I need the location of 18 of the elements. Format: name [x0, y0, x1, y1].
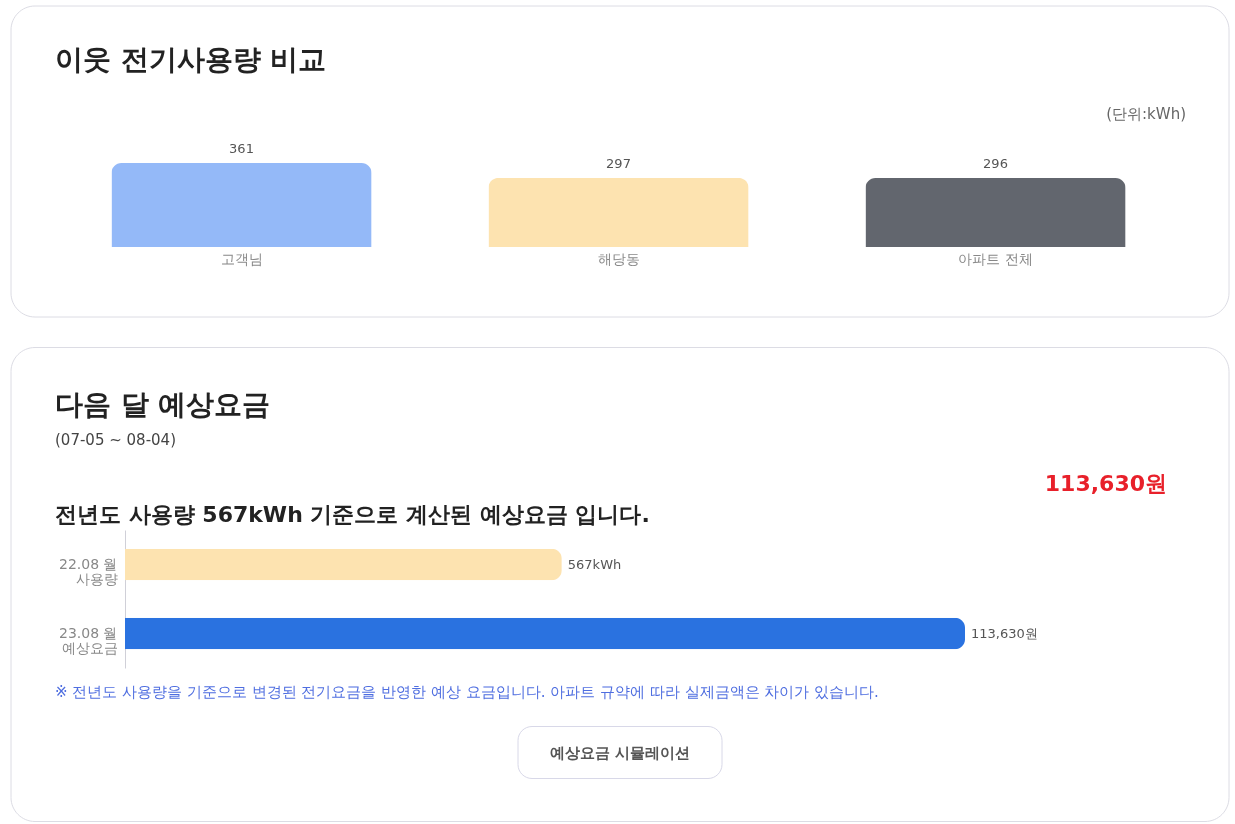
annotation: 113,630원	[971, 625, 1038, 641]
data-label: 361	[229, 141, 254, 156]
annotation: 567kWh	[567, 556, 622, 572]
text: 113,630원	[1044, 470, 1167, 496]
text: 전년도 사용량 567kWh 기준으로 계산된 예상요금 입니다.	[55, 501, 650, 527]
x-tick-label: 아파트 전체	[958, 250, 1033, 267]
text: ※ 전년도 사용량을 기준으로 변경된 전기요금을 반영한 예상 요금입니다. 아파트 규약에 따라 실제금액은 차이가 있습니다.	[55, 682, 879, 701]
x-tick-label: 고객님	[220, 250, 263, 267]
y-tick-label: 22.08 월 사용량	[58, 555, 118, 587]
chart-subtitle: (07-05 ~ 08-04)	[55, 430, 176, 449]
text: (단위:kWh)	[1106, 105, 1186, 123]
text: 예상요금 시뮬레이션	[549, 743, 691, 762]
data-label: 296	[983, 156, 1008, 172]
data-label: 297	[606, 155, 631, 171]
y-tick-label: 23.08 월 예상요금	[58, 624, 118, 656]
chart-title: 다음 달 예상요금	[55, 387, 271, 421]
x-tick-label: 해당동	[597, 250, 640, 267]
chart-title: 이웃 전기사용량 비교	[55, 43, 327, 76]
